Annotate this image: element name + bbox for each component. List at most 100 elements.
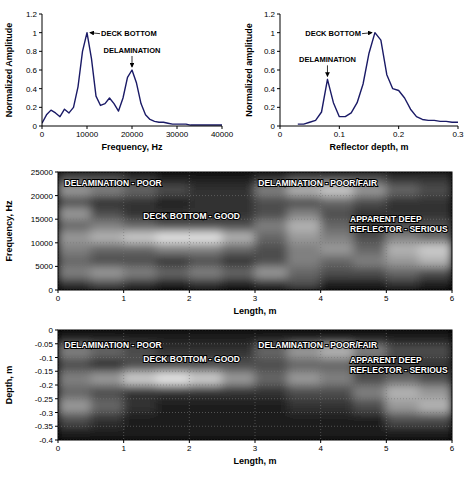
heatmap-cell bbox=[123, 242, 157, 255]
y-tick-label: 0.6 bbox=[26, 66, 38, 75]
annotation-line: DELAMINATION - POOR/FAIR bbox=[258, 340, 377, 350]
annotation: DELAMINATION - POOR/FAIR bbox=[258, 178, 377, 188]
y-tick-label: 1 bbox=[33, 29, 38, 38]
heatmap-cell bbox=[156, 231, 190, 244]
heatmap-cell bbox=[419, 343, 452, 358]
annotation-arrow bbox=[132, 56, 133, 67]
heatmap-cell bbox=[189, 231, 223, 244]
heatmap-cell bbox=[386, 172, 420, 184]
heatmap-cell bbox=[419, 398, 452, 413]
heatmap-cell bbox=[287, 278, 321, 290]
heatmap-cell bbox=[222, 330, 256, 344]
y-axis-title: Frequency, Hz bbox=[4, 200, 14, 261]
heatmap-cell bbox=[90, 385, 124, 400]
y-tick-label: 5000 bbox=[35, 262, 53, 271]
x-tick-label: 0.3 bbox=[452, 130, 464, 139]
heatmap-cell bbox=[386, 385, 420, 400]
heatmap-cell bbox=[58, 266, 91, 279]
heatmap-cell bbox=[123, 254, 157, 267]
heatmap-cell bbox=[419, 266, 452, 279]
heatmap-cell bbox=[255, 278, 289, 290]
x-tick-label: 40000 bbox=[211, 130, 234, 139]
x-tick-label: 1 bbox=[121, 294, 126, 303]
panel: 01234560500010000150002000025000Length, … bbox=[4, 168, 455, 316]
x-tick-label: 10000 bbox=[76, 130, 99, 139]
heatmap-cell bbox=[58, 219, 91, 232]
heatmap-cell bbox=[156, 371, 190, 386]
plot-background bbox=[58, 172, 452, 290]
heatmap-cell bbox=[255, 371, 289, 386]
heatmap-cell bbox=[353, 254, 387, 267]
heatmap-cell bbox=[419, 254, 452, 267]
heatmap-cell bbox=[189, 412, 223, 427]
y-tick-label: 0 bbox=[49, 286, 54, 295]
heatmap-cell bbox=[156, 426, 190, 440]
heatmap-cell bbox=[419, 183, 452, 196]
heatmap-cell bbox=[58, 398, 91, 413]
heatmap-cell bbox=[353, 278, 387, 290]
heatmap-cell bbox=[156, 385, 190, 400]
heatmap-cell bbox=[320, 231, 354, 244]
x-tick-label: 5 bbox=[384, 294, 389, 303]
heatmap-cell bbox=[123, 426, 157, 440]
heatmap-cell bbox=[419, 195, 452, 208]
heatmap-cell bbox=[123, 266, 157, 279]
annotation-arrow bbox=[90, 33, 100, 34]
grid-line bbox=[255, 172, 256, 290]
heatmap-cell bbox=[419, 278, 452, 290]
x-tick-label: 20000 bbox=[121, 130, 144, 139]
heatmap-cell bbox=[386, 412, 420, 427]
x-tick-label: 0 bbox=[56, 294, 61, 303]
heatmap-cell bbox=[353, 266, 387, 279]
annotation: DECK BOTTOM bbox=[101, 29, 157, 38]
x-tick bbox=[398, 126, 399, 129]
heatmap-cell bbox=[386, 242, 420, 255]
y-tick-label: -0.1 bbox=[39, 354, 53, 363]
heatmap-cell bbox=[419, 242, 452, 255]
panel: 00.10.20.300.20.40.60.811.2Reflector dep… bbox=[244, 10, 464, 152]
y-tick-label: 0.4 bbox=[26, 85, 38, 94]
x-tick bbox=[458, 126, 459, 129]
annotation-line: APPARENT DEEP bbox=[350, 355, 422, 365]
heatmap-cell bbox=[156, 195, 190, 208]
heatmap-cell bbox=[353, 385, 387, 400]
heatmap-cell bbox=[287, 254, 321, 267]
y-tick-label: 15000 bbox=[31, 215, 54, 224]
heatmap-cell bbox=[90, 195, 124, 208]
x-axis bbox=[280, 126, 458, 127]
y-axis-title: Depth, m bbox=[4, 366, 14, 405]
heatmap-cell bbox=[287, 195, 321, 208]
heatmap-cell bbox=[287, 398, 321, 413]
y-tick bbox=[277, 70, 280, 71]
heatmap-cell bbox=[222, 371, 256, 386]
heatmap-cell bbox=[320, 398, 354, 413]
y-tick-label: 1 bbox=[271, 29, 276, 38]
grid-line bbox=[58, 412, 452, 413]
annotation: APPARENT DEEPREFLECTOR - SERIOUS bbox=[350, 214, 448, 234]
y-tick-label: 0.6 bbox=[264, 66, 276, 75]
heatmap-cell bbox=[189, 330, 223, 344]
y-tick bbox=[39, 107, 42, 108]
heatmap-cell bbox=[320, 266, 354, 279]
heatmap-cell bbox=[320, 254, 354, 267]
heatmap-cell bbox=[320, 371, 354, 386]
y-tick bbox=[39, 51, 42, 52]
heatmap-cell bbox=[156, 242, 190, 255]
x-tick-label: 0.1 bbox=[334, 130, 346, 139]
grid-line bbox=[320, 172, 321, 290]
y-tick-label: 0.4 bbox=[264, 85, 276, 94]
line-series bbox=[298, 33, 458, 124]
x-tick-label: 6 bbox=[450, 444, 455, 453]
y-tick-label: -0.25 bbox=[35, 395, 54, 404]
y-tick-label: -0.4 bbox=[39, 436, 53, 445]
heatmap-cell bbox=[58, 231, 91, 244]
annotation-arrow bbox=[327, 65, 328, 76]
y-tick-label: -0.35 bbox=[35, 422, 54, 431]
heatmap-cell bbox=[320, 385, 354, 400]
heatmap-cell bbox=[386, 195, 420, 208]
grid-line bbox=[58, 385, 452, 386]
grid-line bbox=[255, 330, 256, 440]
heatmap-cell bbox=[353, 195, 387, 208]
heatmap-cell bbox=[419, 426, 452, 440]
y-tick bbox=[277, 51, 280, 52]
